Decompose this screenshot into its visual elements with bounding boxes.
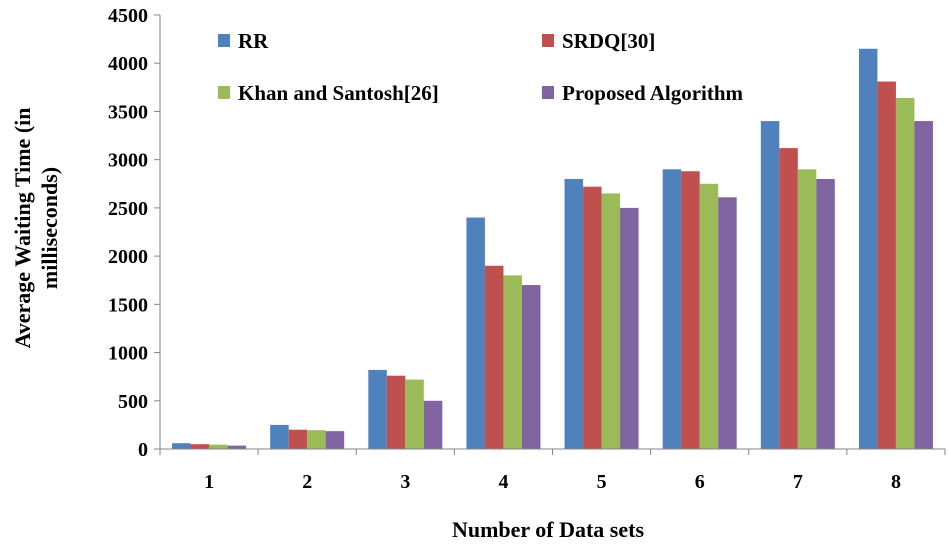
legend-label-2: SRDQ[30] — [562, 29, 655, 53]
bar-series-1-category-2 — [270, 424, 289, 449]
legend-label-3: Khan and Santosh[26] — [238, 81, 439, 105]
legend-swatch-2 — [542, 34, 554, 47]
bar-series-4-category-4 — [521, 285, 541, 449]
x-ticks-group: 1 2 3 4 5 6 7 8 — [159, 449, 946, 493]
bar-series-4-category-7 — [816, 178, 835, 449]
y-axis-title: Average Waiting Time (in milliseconds) — [10, 108, 62, 349]
x-tick-label: 2 — [302, 471, 312, 493]
bar-series-1-category-3 — [368, 369, 387, 449]
bar-series-3-category-1 — [209, 444, 228, 449]
bar-series-1-category-4 — [466, 217, 485, 449]
bars-group — [172, 48, 933, 450]
y-tick-label: 2000 — [108, 246, 148, 268]
bar-series-1-category-1 — [172, 443, 191, 449]
x-tick-label: 5 — [597, 471, 607, 493]
bar-series-4-category-2 — [325, 431, 345, 449]
bar-series-4-category-8 — [914, 121, 933, 449]
bar-series-3-category-2 — [307, 430, 326, 449]
bar-series-2-category-4 — [484, 265, 504, 449]
bar-series-3-category-3 — [405, 379, 424, 449]
bar-series-3-category-8 — [895, 97, 915, 449]
bar-series-3-category-7 — [797, 169, 817, 450]
legend-swatch-4 — [542, 86, 554, 99]
bar-series-2-category-2 — [288, 429, 308, 449]
bar-series-2-category-5 — [583, 186, 602, 449]
bar-series-1-category-5 — [564, 178, 584, 449]
bar-series-2-category-1 — [190, 444, 210, 449]
y-tick-label: 0 — [138, 439, 148, 461]
y-tick-label: 4500 — [108, 5, 148, 27]
bar-series-4-category-3 — [423, 400, 443, 449]
bar-series-4-category-6 — [718, 197, 737, 449]
bar-series-2-category-7 — [779, 148, 798, 450]
y-tick-label: 3000 — [108, 150, 148, 172]
legend-swatch-1 — [218, 34, 230, 47]
bar-series-4-category-5 — [620, 207, 639, 449]
legend-swatch-3 — [218, 86, 230, 99]
x-axis-title: Number of Data sets — [452, 517, 645, 542]
bar-series-1-category-6 — [662, 169, 682, 450]
bar-series-2-category-8 — [877, 81, 896, 450]
bar-series-3-category-5 — [601, 193, 621, 449]
bar-series-1-category-8 — [858, 48, 878, 449]
y-axis-title-line-2: milliseconds) — [37, 167, 62, 289]
x-tick-label: 8 — [891, 471, 901, 493]
y-tick-label: 1500 — [108, 294, 148, 316]
y-tick-label: 1000 — [108, 343, 148, 365]
x-tick-label: 4 — [498, 471, 508, 493]
legend-label-1: RR — [238, 29, 269, 53]
bar-series-3-category-6 — [699, 183, 719, 449]
bar-series-1-category-7 — [760, 121, 780, 449]
x-tick-label: 6 — [695, 471, 705, 493]
bar-series-2-category-6 — [681, 171, 700, 450]
y-ticks-group: 0 500 1000 1500 2000 2500 3000 3500 4000 4500 — [108, 5, 160, 461]
legend-label-4: Proposed Algorithm — [562, 81, 744, 105]
y-axis-title-line-1: Average Waiting Time (in — [10, 108, 35, 349]
x-tick-label: 1 — [204, 471, 214, 493]
bar-series-2-category-3 — [386, 375, 406, 449]
legend: RR SRDQ[30] Khan and Santosh[26] Proposed A… — [218, 29, 744, 105]
bar-series-4-category-1 — [227, 445, 247, 449]
y-tick-label: 4000 — [108, 53, 148, 75]
x-tick-label: 7 — [793, 471, 803, 493]
x-tick-label: 3 — [400, 471, 410, 493]
bar-series-3-category-4 — [503, 275, 522, 449]
y-tick-label: 500 — [118, 391, 148, 413]
y-tick-label: 3500 — [108, 101, 148, 123]
y-tick-label: 2500 — [108, 198, 148, 220]
